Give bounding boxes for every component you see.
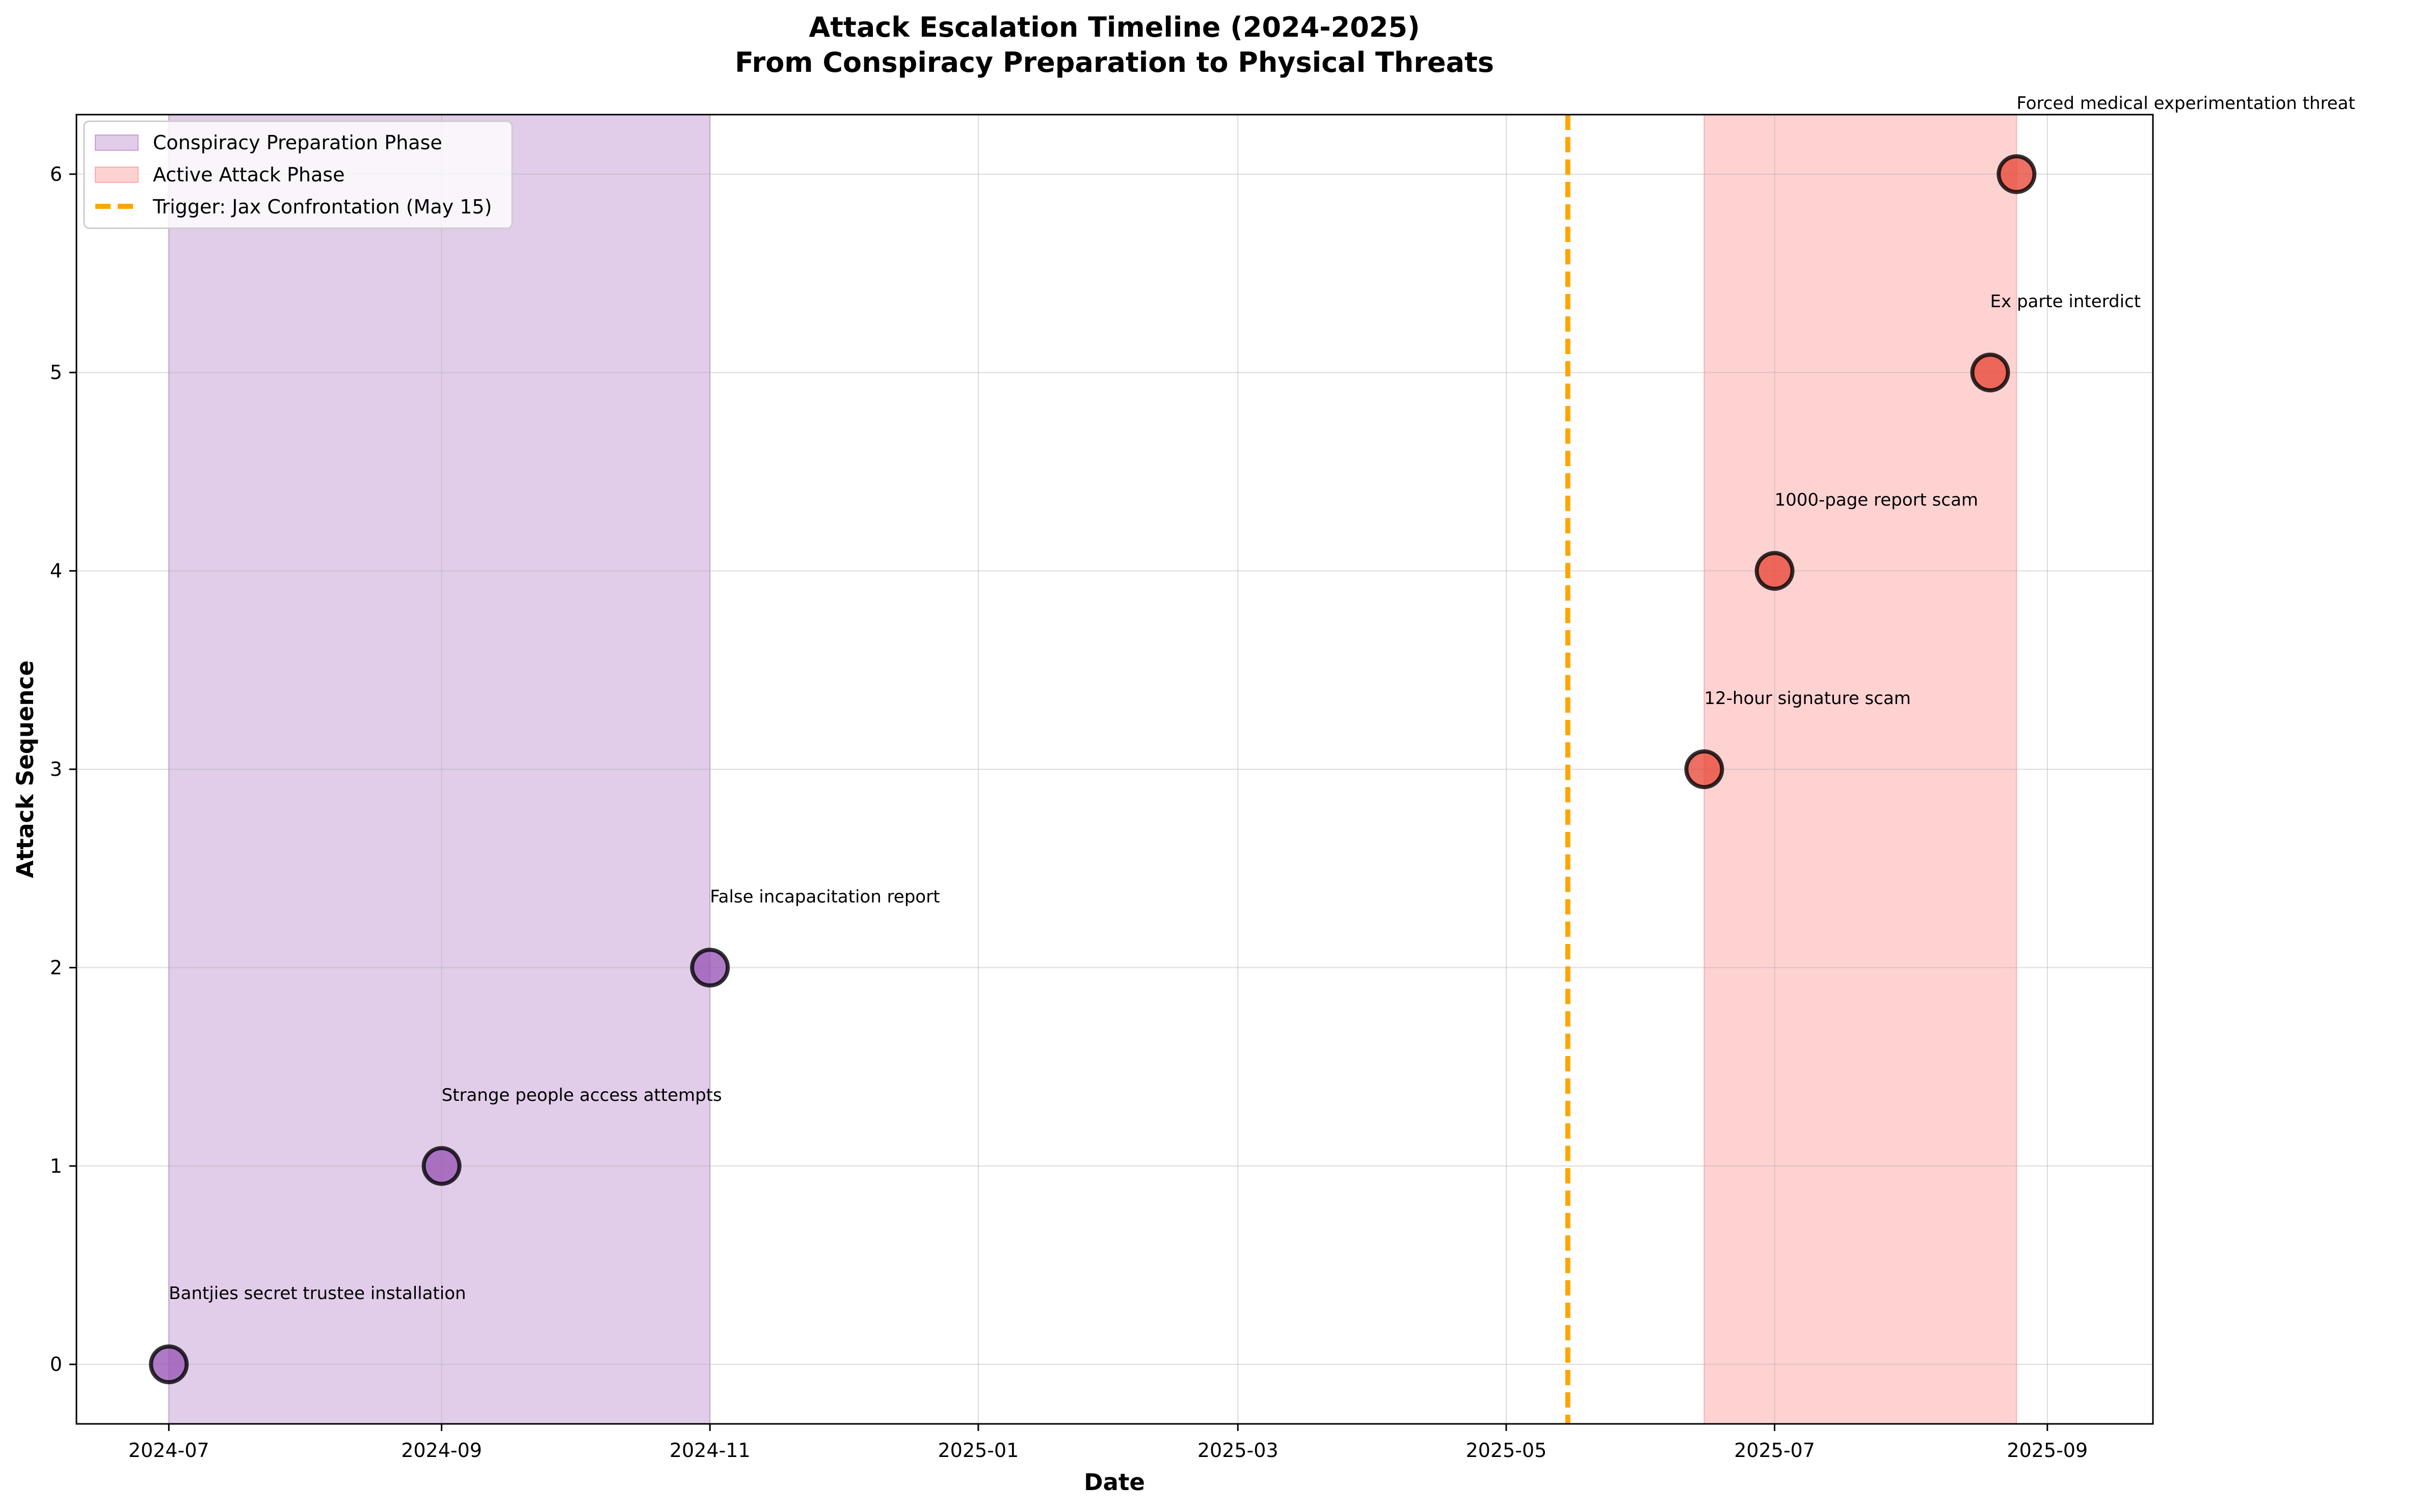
phase-band-0 — [168, 114, 711, 1424]
chart-title-line-1: Attack Escalation Timeline (2024-2025) — [809, 11, 1420, 43]
x-tick-label-3: 2025-01 — [938, 1439, 1019, 1462]
x-axis-ticks: 2024-07 2024-09 2024-11 2025-01 2025-03 2025-… — [128, 1424, 2088, 1462]
legend-box — [83, 120, 513, 229]
y-tick-label-6: 6 — [50, 163, 62, 185]
event-annotations: Bantjies secret trustee installation Stra… — [169, 93, 2355, 1304]
event-label-3: 12-hour signature scam — [1704, 688, 1911, 709]
x-tick-label-6: 2025-07 — [1734, 1439, 1815, 1462]
x-tick-label-0: 2024-07 — [128, 1439, 209, 1462]
legend-label-conspiracy-phase: Conspiracy Preparation Phase — [153, 131, 442, 154]
event-point-5 — [1970, 353, 2010, 393]
event-label-2: False incapacitation report — [710, 886, 940, 907]
event-point-2 — [690, 948, 730, 988]
x-tick-label-4: 2025-03 — [1197, 1439, 1279, 1462]
event-point-6 — [1996, 154, 2037, 194]
event-point-1 — [421, 1146, 462, 1186]
legend-swatch-active-attack-phase — [95, 167, 139, 183]
legend: Conspiracy Preparation Phase Active Atta… — [83, 120, 513, 229]
y-tick-label-1: 1 — [50, 1155, 62, 1177]
event-point-4 — [1754, 551, 1795, 591]
y-axis-ticks: 0 1 2 3 4 5 6 — [50, 163, 76, 1375]
y-tick-label-3: 3 — [50, 758, 62, 780]
event-label-5: Ex parte interdict — [1990, 291, 2141, 312]
legend-label-active-attack-phase: Active Attack Phase — [153, 164, 344, 186]
legend-swatch-conspiracy-phase — [95, 134, 139, 151]
event-points — [149, 154, 2037, 1385]
y-tick-label-4: 4 — [50, 560, 62, 582]
x-tick-label-5: 2025-05 — [1466, 1439, 1547, 1462]
grid-lines — [76, 115, 2153, 1424]
legend-label-trigger: Trigger: Jax Confrontation (May 15) — [152, 196, 492, 218]
phase-bands — [168, 114, 2017, 1424]
y-axis-label: Attack Sequence — [12, 660, 39, 878]
event-label-4: 1000-page report scam — [1775, 490, 1979, 510]
y-tick-label-5: 5 — [50, 361, 62, 384]
y-tick-label-0: 0 — [50, 1353, 62, 1375]
y-tick-label-2: 2 — [50, 956, 62, 979]
x-axis-label: Date — [1084, 1469, 1145, 1496]
event-point-0 — [149, 1344, 189, 1385]
event-point-3 — [1684, 749, 1724, 789]
event-label-1: Strange people access attempts — [442, 1085, 722, 1105]
event-label-6: Forced medical experimentation threat — [2016, 93, 2355, 114]
chart-title-line-2: From Conspiracy Preparation to Physical … — [735, 46, 1494, 78]
x-tick-label-2: 2024-11 — [670, 1439, 751, 1462]
x-tick-label-7: 2025-09 — [2007, 1439, 2088, 1462]
event-label-0: Bantjies secret trustee installation — [169, 1283, 466, 1304]
x-tick-label-1: 2024-09 — [401, 1439, 482, 1462]
